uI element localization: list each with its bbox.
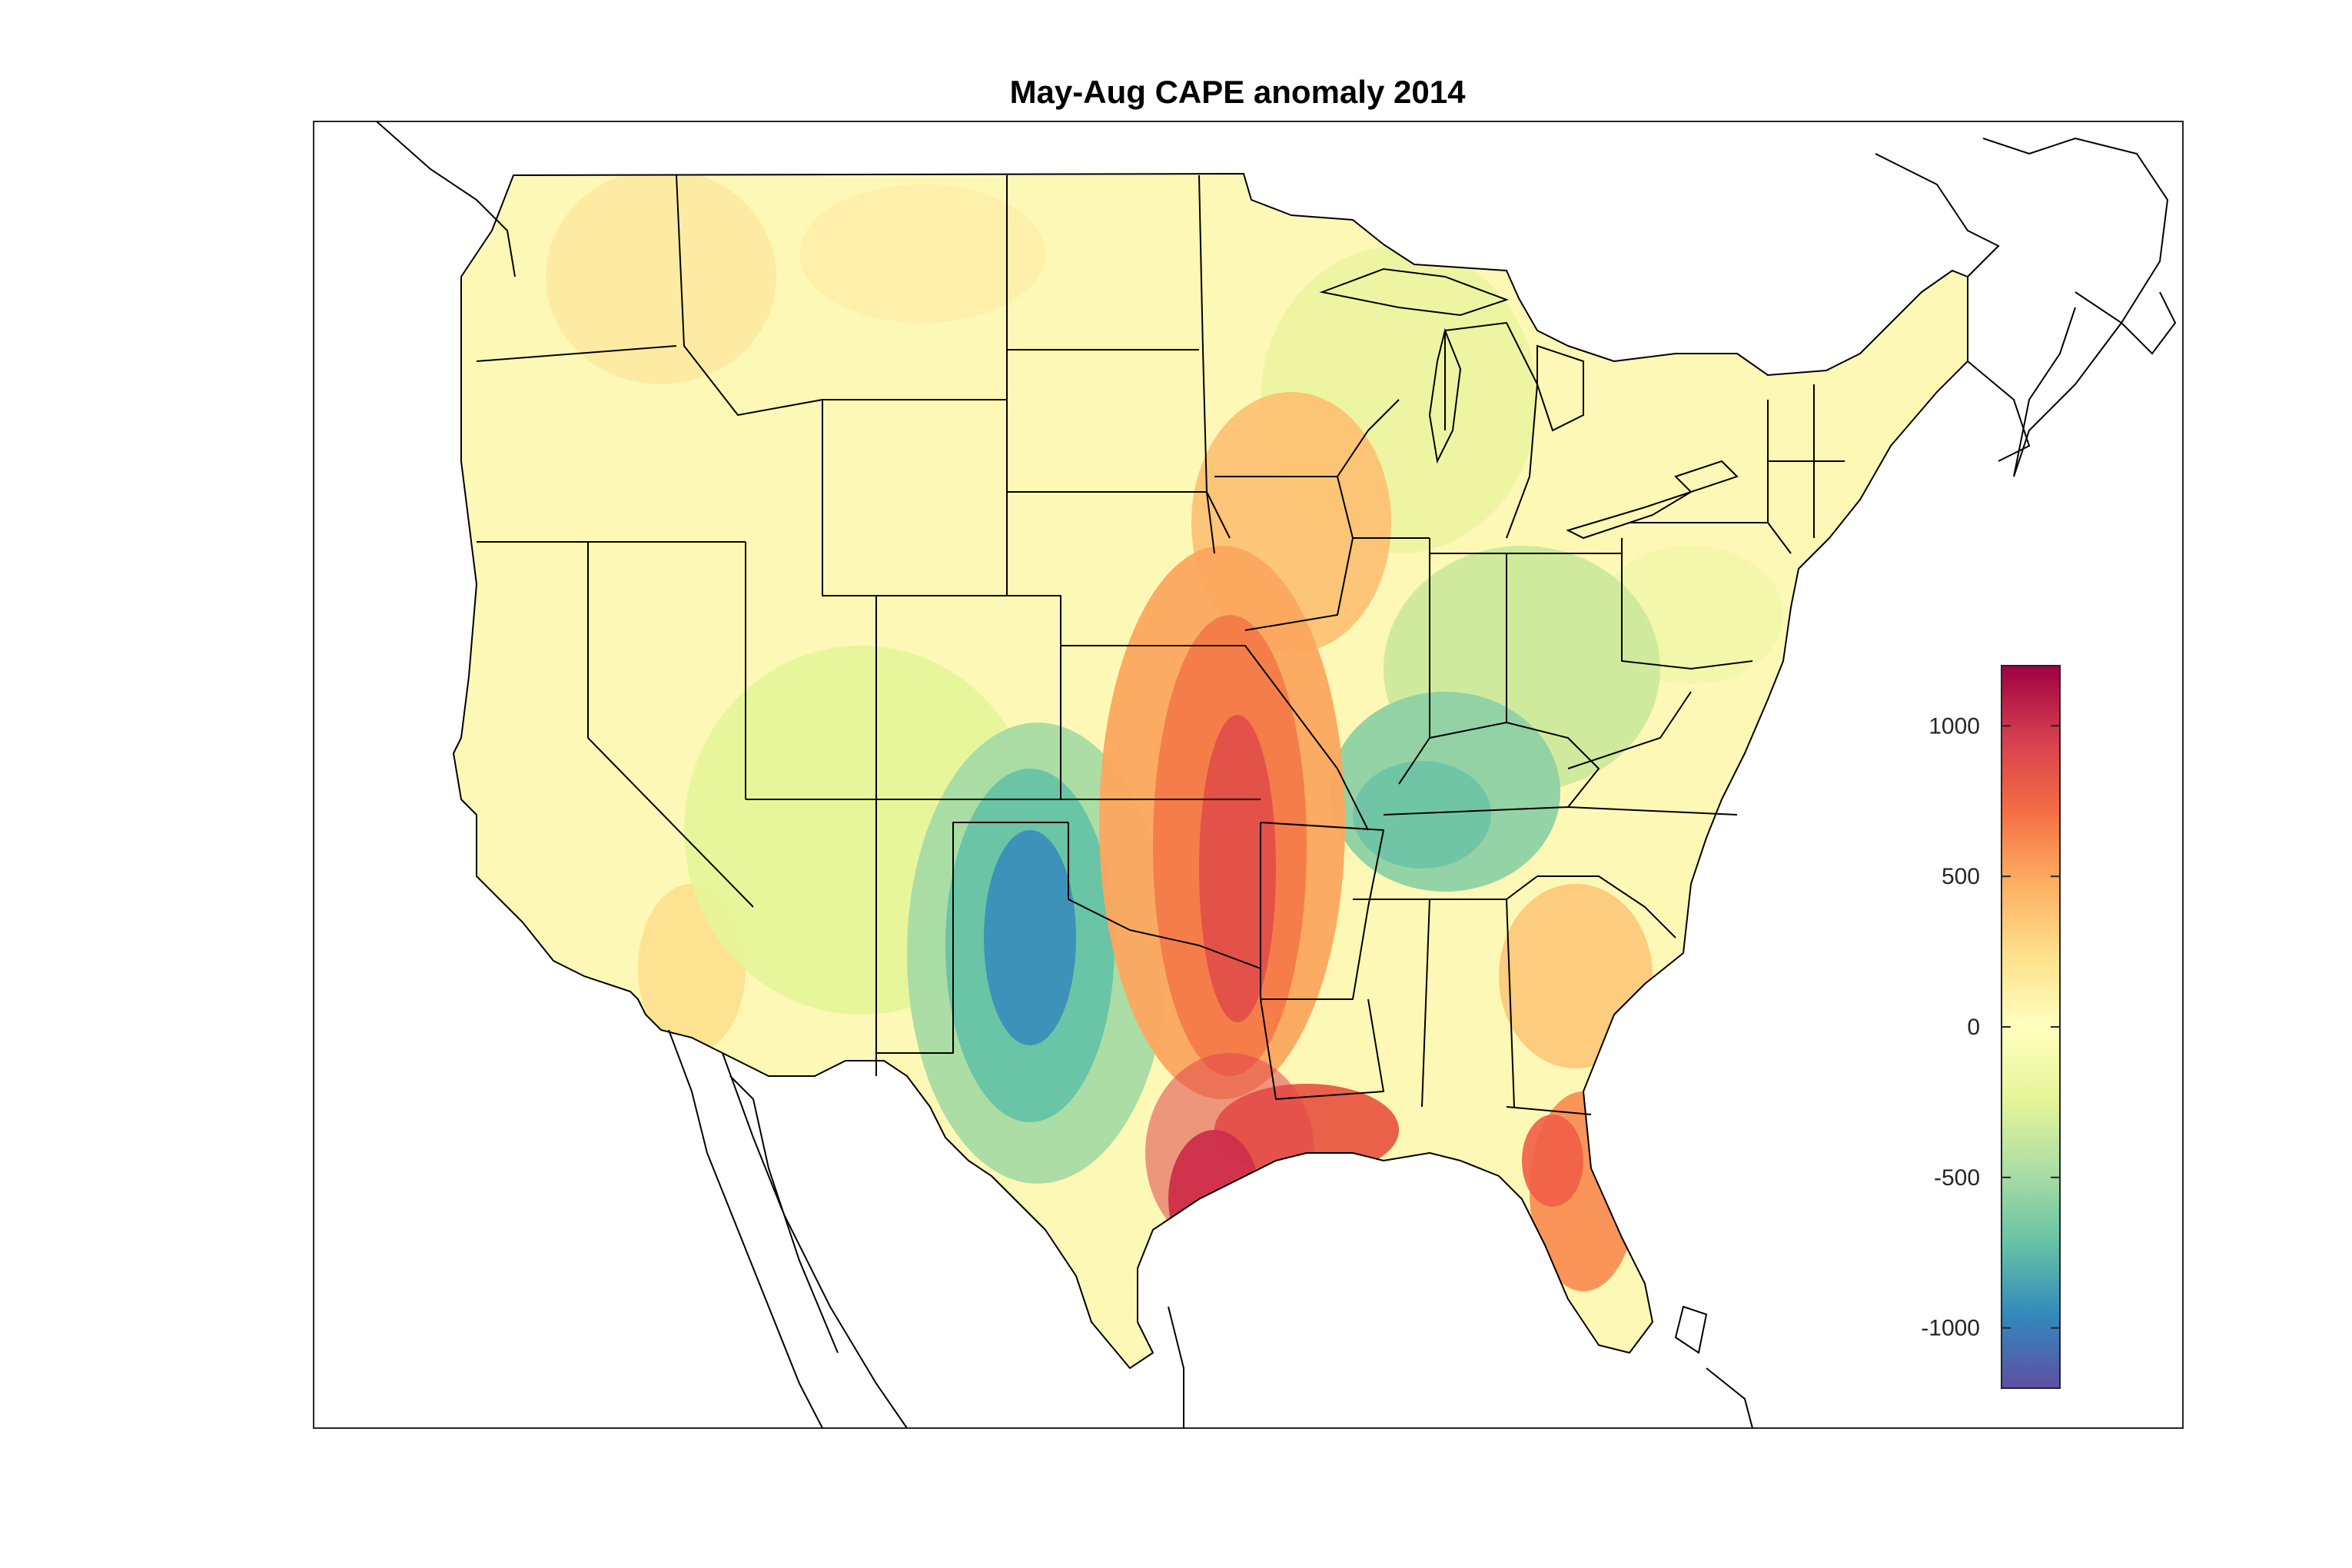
gulf-of-california-coast [729, 1075, 839, 1354]
state-line-new-england [1767, 384, 1845, 538]
anomaly-mississippi-core [1199, 715, 1276, 1022]
mexico-baja-coast [668, 1029, 823, 1429]
lake-michigan-outline [1428, 327, 1462, 464]
state-line-ca-nv [587, 542, 754, 908]
state-line-la [1260, 998, 1384, 1100]
mexico-mainland-coast [722, 1052, 908, 1429]
colorbar-ticks: 1000 500 0 -500 -1000 [1921, 713, 2060, 1341]
anomaly-florida-core [1522, 1115, 1583, 1207]
nova-scotia-coast [1967, 360, 2031, 462]
state-line-ok-tx [1068, 822, 1261, 969]
state-line-sd-ne [1007, 491, 1231, 539]
mexico-east-coast [1168, 1306, 1184, 1428]
cuba-coast [1706, 1367, 1753, 1429]
neighboring-coastlines [376, 121, 2177, 1429]
state-line-wi-il [1337, 399, 1430, 539]
state-line-oh-pa [1621, 538, 1753, 669]
state-line-nd-mn [1198, 174, 1215, 554]
lake-superior-outline [1319, 267, 1509, 317]
lake-erie-outline [1566, 491, 1692, 540]
hudson-coast [1875, 153, 2000, 277]
canada-northwest-coast [376, 121, 516, 277]
state-line-nm-tx [876, 822, 1068, 1054]
colorbar: 1000 500 0 -500 -1000 [1921, 665, 2061, 1389]
state-line-ar [1260, 822, 1384, 1000]
colorbar-tick-label: -1000 [1921, 1316, 1980, 1341]
map-title: May-Aug CAPE anomaly 2014 [1009, 74, 1466, 110]
state-line-az-nm [746, 799, 877, 1076]
state-line-va-nc [1567, 691, 1692, 769]
state-line-nc-sc [1537, 875, 1676, 938]
anomaly-tennessee-core [1353, 761, 1491, 869]
anomaly-montana [799, 184, 1045, 323]
boundaries [453, 173, 1968, 1369]
state-line-wa-or [476, 345, 677, 362]
state-line-co [876, 595, 1061, 800]
lake-huron-outline [1536, 344, 1584, 432]
colorbar-rect [2001, 665, 2061, 1389]
colorbar-tick-label: 500 [1942, 864, 1980, 889]
lake-ontario-outline [1674, 460, 1739, 493]
colorbar-tick-label: 0 [1967, 1015, 1980, 1040]
state-line-in-oh [1430, 553, 1622, 723]
state-line-ky [1429, 722, 1600, 808]
us-coastline-outline [453, 173, 1968, 1369]
state-line-id-mt [676, 174, 823, 416]
state-line-mo [1230, 645, 1369, 831]
newfoundland-coast [2075, 291, 2177, 355]
anomaly-southern-plains-core [984, 830, 1076, 1045]
bahamas-island [1674, 1305, 1708, 1354]
anomaly-northwest [546, 174, 776, 384]
colorbar-tick-label: 1000 [1928, 713, 1980, 739]
colorbar-tick-label: -500 [1934, 1165, 1980, 1191]
state-line-ga-fl [1506, 875, 1592, 1115]
